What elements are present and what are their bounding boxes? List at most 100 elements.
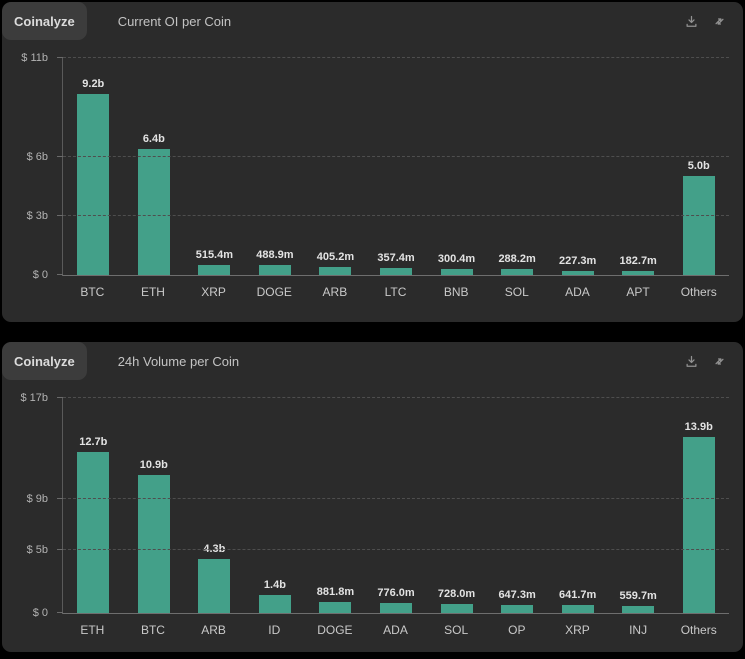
volume-bar-chart: $ 17b $ 9b $ 5b $ 0 12.7b 10.9b 4.3b 1.4b 881.8…	[20, 392, 729, 637]
x-category-label-xrp: XRP	[565, 623, 590, 637]
bar-ada[interactable]	[561, 270, 594, 275]
x-category-label-ada: ADA	[565, 285, 590, 299]
x-category-label-apt: APT	[626, 285, 650, 299]
gridline	[63, 57, 729, 58]
y-axis: $ 11b $ 6b $ 3b $ 0	[3, 52, 63, 281]
bar-value-label: 405.2m	[316, 251, 355, 264]
bar-doge[interactable]	[258, 265, 291, 275]
bar-xrp[interactable]	[198, 264, 231, 275]
gridline	[63, 397, 729, 398]
bar-others[interactable]	[682, 437, 715, 613]
bar-slot: 13.9b	[668, 398, 729, 613]
oi-bar-chart: $ 11b $ 6b $ 3b $ 0 9.2b 6.4b 515.4m 488.9m 405…	[21, 52, 729, 299]
bar-xrp[interactable]	[561, 604, 594, 613]
bar-slot: 881.8m	[305, 398, 366, 613]
download-icon[interactable]	[684, 354, 699, 369]
panel-header: Coinalyze 24h Volume per Coin	[2, 342, 743, 380]
bar-value-label: 227.3m	[558, 254, 597, 267]
oi-chart-panel: Coinalyze Current OI per Coin $ 11b $ 6b $…	[2, 2, 743, 322]
bar-value-label: 300.4m	[437, 253, 476, 266]
bar-eth[interactable]	[137, 148, 170, 275]
y-tick-label: $ 6b	[26, 150, 48, 163]
y-tick-mark	[57, 274, 63, 275]
bar-slot: 641.7m	[547, 398, 608, 613]
bar-eth[interactable]	[77, 452, 110, 613]
header-icons	[684, 14, 743, 29]
y-tick-mark	[57, 397, 63, 398]
bar-op[interactable]	[501, 604, 534, 613]
bar-bnb[interactable]	[440, 269, 473, 275]
bar-value-label: 488.9m	[256, 249, 294, 262]
x-category-label-btc: BTC	[80, 285, 105, 299]
bar-value-label: 4.3b	[203, 542, 226, 555]
bar-ltc[interactable]	[380, 267, 412, 275]
gridline	[63, 155, 729, 157]
bar-doge[interactable]	[319, 601, 352, 613]
bar-value-label: 10.9b	[139, 459, 168, 472]
y-tick-mark	[57, 155, 63, 157]
bar-value-label: 641.7m	[558, 588, 597, 601]
y-tick-label: $ 17b	[20, 392, 48, 404]
bar-slot: 1.4b	[245, 398, 306, 613]
bar-btc[interactable]	[137, 475, 170, 613]
x-axis-labels: ETH BTC ARB ID DOGE ADA SOL OP XRP INJ Others	[62, 614, 729, 637]
volume-chart-panel: Coinalyze 24h Volume per Coin $ 17b $ 9b $…	[2, 342, 743, 652]
bar-slot: 728.0m	[426, 398, 487, 613]
y-tick-mark	[57, 498, 63, 500]
sync-arrows-icon[interactable]	[712, 354, 727, 369]
x-category-label-id: ID	[268, 623, 281, 637]
bar-value-label: 288.2m	[498, 253, 536, 266]
bar-slot: 515.4m	[184, 58, 245, 275]
bar-sol[interactable]	[440, 603, 473, 613]
x-category-label-arb: ARB	[201, 623, 226, 637]
x-category-label-btc: BTC	[140, 623, 165, 637]
bar-apt[interactable]	[622, 271, 655, 275]
gridline	[63, 498, 729, 500]
bar-inj[interactable]	[622, 605, 655, 613]
coinalyze-brand-tab[interactable]: Coinalyze	[2, 2, 87, 40]
bar-slot: 647.3m	[487, 398, 548, 613]
bar-others[interactable]	[682, 176, 715, 275]
bar-slot: 288.2m	[487, 58, 548, 275]
x-category-label-sol: SOL	[504, 285, 529, 299]
x-category-label-ada: ADA	[383, 623, 408, 637]
chart-title: 24h Volume per Coin	[117, 353, 240, 369]
y-tick-mark	[57, 57, 63, 58]
bar-value-label: 515.4m	[195, 248, 234, 261]
bar-value-label: 357.4m	[377, 251, 415, 264]
x-category-label-sol: SOL	[444, 623, 469, 637]
x-category-label-xrp: XRP	[201, 285, 226, 299]
x-category-label-ltc: LTC	[384, 285, 407, 299]
bar-value-label: 647.3m	[498, 588, 536, 601]
bars-container: 12.7b 10.9b 4.3b 1.4b 881.8m 776.0m 728.0m 647.…	[63, 398, 729, 613]
y-tick-label: $ 0	[32, 269, 48, 281]
y-tick-label: $ 5b	[26, 543, 48, 556]
bar-slot: 559.7m	[608, 398, 669, 613]
gridline	[63, 548, 729, 550]
bar-value-label: 1.4b	[263, 579, 286, 592]
bar-sol[interactable]	[501, 269, 534, 275]
bar-value-label: 881.8m	[316, 585, 355, 598]
x-category-label-doge: DOGE	[317, 623, 353, 637]
bar-arb[interactable]	[198, 558, 231, 613]
bar-value-label: 559.7m	[619, 589, 657, 602]
bar-arb[interactable]	[319, 267, 352, 275]
bar-slot: 300.4m	[426, 58, 487, 275]
bar-slot: 6.4b	[124, 58, 185, 275]
download-icon[interactable]	[684, 14, 699, 29]
bar-ada[interactable]	[380, 603, 412, 613]
bar-value-label: 9.2b	[82, 77, 105, 90]
y-tick-label: $ 11b	[21, 52, 48, 64]
bar-id[interactable]	[258, 595, 291, 613]
x-category-label-doge: DOGE	[256, 285, 292, 299]
bar-value-label: 13.9b	[684, 421, 713, 434]
coinalyze-brand-tab[interactable]: Coinalyze	[2, 342, 87, 380]
chart-title: Current OI per Coin	[117, 13, 232, 29]
bar-value-label: 12.7b	[79, 436, 108, 449]
x-category-label-arb: ARB	[322, 285, 348, 299]
bar-slot: 12.7b	[63, 398, 124, 613]
sync-arrows-icon[interactable]	[712, 14, 727, 29]
header-icons	[684, 354, 743, 369]
bar-btc[interactable]	[77, 93, 110, 275]
bar-slot: 5.0b	[668, 58, 729, 275]
